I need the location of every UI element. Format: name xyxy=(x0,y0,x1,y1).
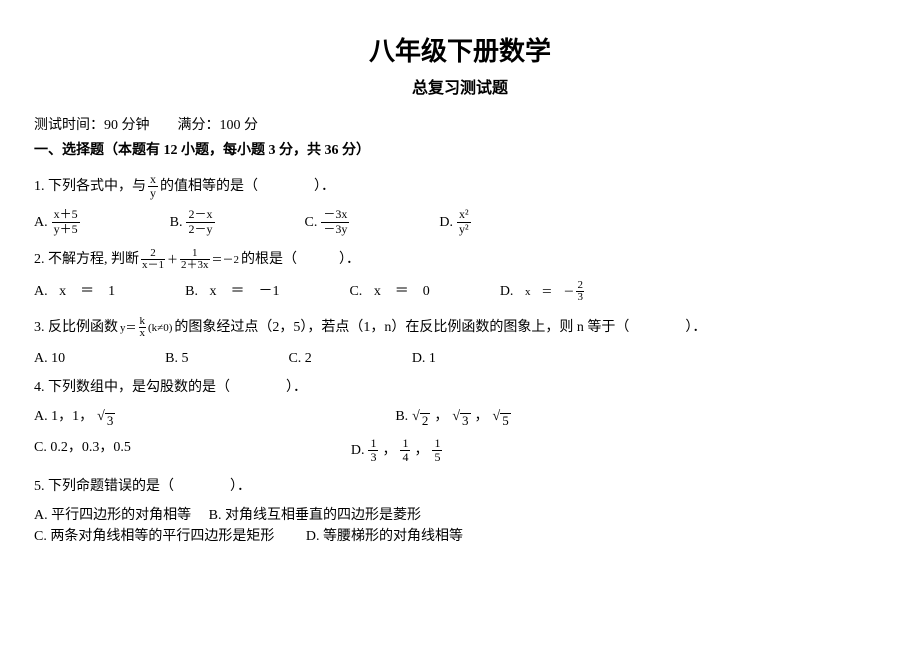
sqrt-icon: √3 xyxy=(452,406,470,427)
yeq: y＝ xyxy=(120,320,137,337)
opt-text: x ＝ 0 xyxy=(374,281,430,302)
den: 5 xyxy=(432,451,442,464)
q5-opt-d: D. 等腰梯形的对角线相等 xyxy=(306,529,463,544)
q1-frac-num: x xyxy=(148,173,158,187)
q3-func: y＝ kx (k≠0) xyxy=(120,316,172,340)
opt-label: B. xyxy=(170,212,183,233)
question-2: 2. 不解方程, 判断 2x－1 ＋ 12＋3x ＝－2 的根是（ ）． xyxy=(34,248,886,272)
q2-frac-1: 2x－1 xyxy=(141,248,165,272)
den: x xyxy=(139,328,147,340)
opt-label: B. xyxy=(185,281,198,302)
question-3: 3. 反比例函数 y＝ kx (k≠0) 的图象经过点（2，5），若点（1，n）… xyxy=(34,316,886,340)
q1-frac-den: y xyxy=(148,187,158,200)
q3-options: A. 10 B. 5 C. 2 D. 1 xyxy=(34,348,886,369)
comma: ， xyxy=(382,440,396,461)
opt-num: 2－x xyxy=(186,208,214,222)
den: 2＋3x xyxy=(180,260,210,272)
opt-label: B. xyxy=(395,406,408,427)
q4-options-row1: A. 1，1， √3 B. √2 ， √3 ， √5 xyxy=(34,406,886,427)
q5-options-row2: C. 两条对角线相等的平行四边形是矩形 D. 等腰梯形的对角线相等 xyxy=(34,526,886,547)
q2-opt-d: D. x ＝ － 23 xyxy=(500,280,584,304)
question-5: 5. 下列命题错误的是（ ）． xyxy=(34,476,886,497)
q4-opt-b: B. √2 ， √3 ， √5 xyxy=(395,406,510,427)
meta-line: 测试时间：90 分钟 满分：100 分 xyxy=(34,115,886,136)
opt-num: x² xyxy=(457,208,471,222)
q5-opt-c: C. 两条对角线相等的平行四边形是矩形 xyxy=(34,529,274,544)
q5-opt-b: B. 对角线互相垂直的四边形是菱形 xyxy=(209,508,421,523)
q2-pre: 2. 不解方程, 判断 xyxy=(34,249,139,270)
opt-label: D. xyxy=(500,281,514,302)
num: 1 xyxy=(400,437,410,451)
q3-opt-b: B. 5 xyxy=(165,348,188,369)
comma: ， xyxy=(434,406,448,427)
comma: ， xyxy=(414,440,428,461)
sqrt-icon: √5 xyxy=(493,406,511,427)
q3-pre: 3. 反比例函数 xyxy=(34,317,118,338)
opt-label: D. xyxy=(351,440,365,461)
q5-opt-a: A. 平行四边形的对角相等 xyxy=(34,508,191,523)
q1-pre: 1. 下列各式中，与 xyxy=(34,176,146,197)
opt-label: A. 1，1， xyxy=(34,406,93,427)
opt-text: x ＝ 1 xyxy=(59,281,115,302)
q1-opt-a: A. x＋5y＋5 xyxy=(34,208,80,235)
sqrt-arg: 3 xyxy=(460,413,471,427)
q1-post: 的值相等的是（ ）． xyxy=(160,176,335,197)
q1-opt-b: B. 2－x2－y xyxy=(170,208,215,235)
den: x－1 xyxy=(141,260,165,272)
opt-label: A. xyxy=(34,212,48,233)
plus-sign: ＋ xyxy=(167,252,178,269)
question-1: 1. 下列各式中，与 x y 的值相等的是（ ）． xyxy=(34,173,886,200)
q1-options: A. x＋5y＋5 B. 2－x2－y C. －3x－3y D. x²y² xyxy=(34,208,886,235)
q4-options-row2: C. 0.2，0.3，0.5 D. 13 ， 14 ， 15 xyxy=(34,437,886,464)
sqrt-arg: 3 xyxy=(105,413,116,427)
den: 4 xyxy=(400,451,410,464)
section-1-heading: 一、选择题（本题有 12 小题，每小题 3 分，共 36 分） xyxy=(34,140,886,161)
opt-den: －3y xyxy=(321,223,349,236)
q4-opt-c: C. 0.2，0.3，0.5 xyxy=(34,437,131,464)
q3-post: 的图象经过点（2，5），若点（1，n）在反比例函数的图象上，则 n 等于（ ）． xyxy=(174,317,706,338)
sqrt-arg: 5 xyxy=(500,413,511,427)
q2-opt-b: B. x ＝ －1 xyxy=(185,280,279,304)
q2-options: A. x ＝ 1 B. x ＝ －1 C. x ＝ 0 D. x ＝ － 23 xyxy=(34,280,886,304)
q1-opt-c: C. －3x－3y xyxy=(305,208,350,235)
opt-pre: x ＝ － xyxy=(525,284,575,301)
num: 1 xyxy=(432,437,442,451)
opt-label: C. xyxy=(305,212,318,233)
q3-opt-a: A. 10 xyxy=(34,348,65,369)
q2-frac-2: 12＋3x xyxy=(180,248,210,272)
opt-num: x＋5 xyxy=(52,208,80,222)
opt-label: A. xyxy=(34,281,48,302)
sqrt-arg: 2 xyxy=(420,413,431,427)
q2-opt-c: C. x ＝ 0 xyxy=(349,280,429,304)
q4-opt-d: D. 13 ， 14 ， 15 xyxy=(351,437,443,464)
opt-label: D. xyxy=(439,212,453,233)
q3-opt-d: D. 1 xyxy=(412,348,436,369)
opt-den: y² xyxy=(457,223,471,236)
q2-opt-a: A. x ＝ 1 xyxy=(34,280,115,304)
q3-opt-c: C. 2 xyxy=(288,348,311,369)
page-subtitle: 总复习测试题 xyxy=(34,77,886,101)
page-title: 八年级下册数学 xyxy=(34,32,886,71)
sqrt-icon: √3 xyxy=(97,406,115,427)
q1-opt-d: D. x²y² xyxy=(439,208,470,235)
question-4: 4. 下列数组中，是勾股数的是（ ）． xyxy=(34,377,886,398)
opt-den: y＋5 xyxy=(52,223,80,236)
q2-post: 的根是（ ）． xyxy=(241,249,360,270)
opt-text: x ＝ －1 xyxy=(209,281,279,302)
q1-frac: x y xyxy=(148,173,158,200)
eq-sign: ＝－2 xyxy=(212,252,240,269)
opt-num: －3x xyxy=(321,208,349,222)
num: 1 xyxy=(368,437,378,451)
den: 3 xyxy=(576,292,584,304)
opt-label: C. xyxy=(349,281,362,302)
opt-den: 2－y xyxy=(186,223,214,236)
q5-options-row1: A. 平行四边形的对角相等 B. 对角线互相垂直的四边形是菱形 xyxy=(34,505,886,526)
comma: ， xyxy=(475,406,489,427)
sqrt-icon: √2 xyxy=(412,406,430,427)
q4-opt-a: A. 1，1， √3 xyxy=(34,406,115,427)
cond: (k≠0) xyxy=(148,320,172,337)
den: 3 xyxy=(368,451,378,464)
